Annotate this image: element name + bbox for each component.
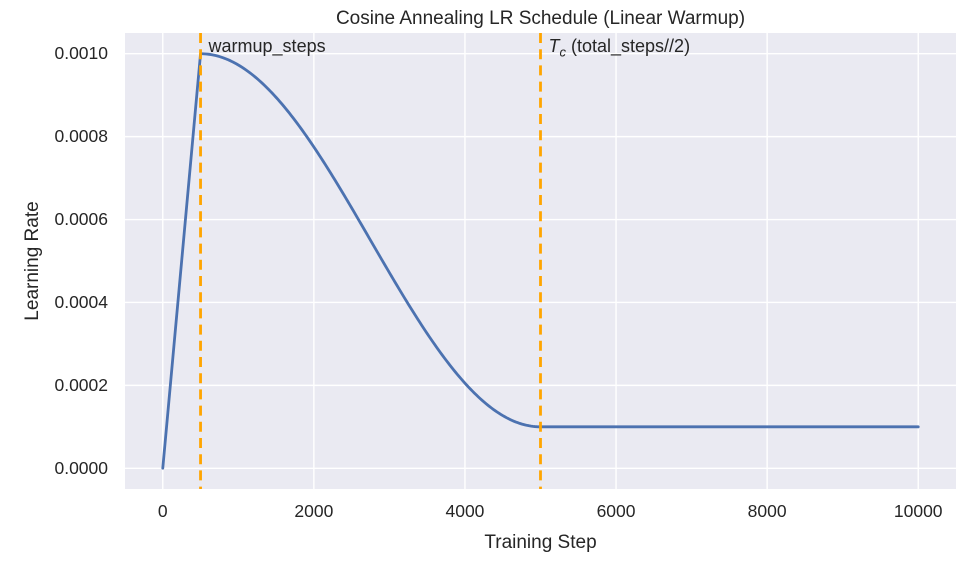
y-tick-label: 0.0000 [54, 457, 108, 478]
y-tick-label: 0.0006 [54, 209, 108, 230]
x-tick-label: 2000 [294, 501, 334, 521]
annotation-warmup-text: warmup_steps [208, 36, 326, 56]
y-tick-label: 0.0010 [54, 43, 108, 64]
y-tick-label: 0.0008 [54, 126, 108, 147]
x-tick-label: 8000 [747, 501, 787, 521]
x-tick-label: 0 [157, 501, 168, 521]
y-tick-label: 0.0002 [54, 374, 108, 395]
annotation-warmup-steps: warmup_steps [209, 36, 326, 57]
annotation-tc: Tc (total_steps//2) [548, 36, 691, 60]
x-tick-label: 4000 [445, 501, 485, 521]
x-tick-label: 10000 [893, 501, 943, 521]
x-axis-label: Training Step [484, 532, 597, 553]
x-tick-label: 6000 [596, 501, 636, 521]
y-axis-label: Learning Rate [22, 201, 43, 321]
y-tick-label: 0.0004 [54, 291, 108, 312]
annotation-tc-variable: T [548, 36, 560, 56]
annotation-tc-rest: (total_steps//2) [566, 36, 691, 56]
annotation-tc-subscript: c [559, 44, 567, 60]
chart-title: Cosine Annealing LR Schedule (Linear War… [335, 8, 746, 29]
